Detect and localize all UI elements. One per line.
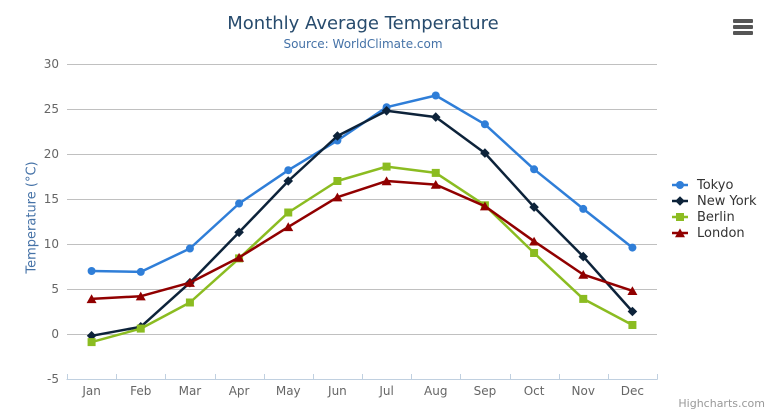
- series-marker-berlin[interactable]: [333, 177, 342, 185]
- y-axis-label: -5: [47, 372, 59, 386]
- series-marker-london[interactable]: [135, 291, 146, 301]
- series-marker-london[interactable]: [430, 180, 441, 189]
- series-marker-berlin[interactable]: [87, 338, 96, 347]
- x-axis-label: Feb: [130, 384, 151, 398]
- series-marker-new-york[interactable]: [627, 306, 638, 317]
- legend-label: Tokyo: [697, 177, 734, 193]
- series-marker-new-york[interactable]: [529, 202, 539, 212]
- chart-title: Monthly Average Temperature: [227, 13, 499, 34]
- legend-label: New York: [697, 193, 757, 209]
- series-marker-tokyo[interactable]: [579, 204, 588, 213]
- series-marker-berlin[interactable]: [579, 294, 588, 303]
- x-axis-label: Apr: [229, 384, 250, 398]
- legend-diamond-icon: [672, 196, 688, 206]
- x-axis-label: Mar: [179, 384, 202, 398]
- legend-triangle-up-icon: [672, 228, 688, 238]
- series-marker-berlin[interactable]: [382, 162, 391, 171]
- series-marker-new-york[interactable]: [480, 148, 490, 158]
- series-marker-london[interactable]: [234, 252, 245, 262]
- y-axis-label: 15: [44, 192, 59, 206]
- x-axis-label: Jul: [378, 384, 393, 398]
- legend-marker-london: [675, 228, 685, 238]
- x-axis-label: Jun: [327, 384, 347, 398]
- y-axis-label: 20: [44, 147, 59, 161]
- series-marker-tokyo[interactable]: [530, 165, 539, 174]
- series-marker-tokyo[interactable]: [431, 91, 440, 100]
- credits-link[interactable]: Highcharts.com: [678, 397, 765, 410]
- hamburger-icon: [733, 19, 753, 23]
- series-marker-tokyo[interactable]: [480, 120, 489, 129]
- x-axis-label: Nov: [572, 384, 595, 398]
- legend-circle-icon: [672, 181, 688, 189]
- legend-square-icon: [672, 213, 688, 221]
- legend-item-new-york[interactable]: New York: [672, 193, 757, 209]
- series-line-berlin: [90, 165, 634, 344]
- series-marker-london[interactable]: [578, 270, 589, 279]
- y-axis-label: 30: [44, 57, 59, 71]
- y-axis-label: 10: [44, 237, 59, 251]
- series-marker-berlin[interactable]: [628, 321, 637, 329]
- legend-marker-new-york: [675, 196, 685, 206]
- series-line-tokyo: [90, 94, 634, 274]
- x-axis-label: Dec: [621, 384, 644, 398]
- series-line-new-york: [90, 109, 634, 338]
- series-marker-tokyo[interactable]: [136, 267, 145, 276]
- export-menu-button[interactable]: [733, 19, 753, 35]
- y-axis-label: 5: [51, 282, 59, 296]
- series-marker-london[interactable]: [479, 201, 490, 211]
- series-marker-london[interactable]: [86, 294, 97, 304]
- series-marker-berlin[interactable]: [136, 324, 145, 333]
- series-marker-tokyo[interactable]: [628, 243, 637, 252]
- chart-subtitle: Source: WorldClimate.com: [283, 37, 443, 51]
- x-axis-label: May: [276, 384, 301, 398]
- x-axis-label: Oct: [524, 384, 545, 398]
- series-marker-tokyo[interactable]: [284, 166, 293, 175]
- series-marker-london[interactable]: [529, 236, 540, 246]
- legend-item-tokyo[interactable]: Tokyo: [672, 177, 757, 193]
- series-marker-london[interactable]: [283, 222, 294, 232]
- series-marker-berlin[interactable]: [530, 249, 539, 257]
- series-marker-new-york[interactable]: [430, 112, 441, 122]
- series-marker-berlin[interactable]: [185, 298, 194, 307]
- series-marker-new-york[interactable]: [578, 251, 589, 262]
- series-marker-berlin[interactable]: [431, 168, 440, 177]
- hamburger-bar: [733, 25, 753, 29]
- legend-item-berlin[interactable]: Berlin: [672, 209, 757, 225]
- series-marker-new-york[interactable]: [332, 131, 343, 141]
- y-axis-label: 25: [44, 102, 59, 116]
- x-axis-label: Sep: [474, 384, 497, 398]
- series-marker-berlin[interactable]: [284, 208, 293, 217]
- legend-label: London: [697, 225, 745, 241]
- legend-label: Berlin: [697, 209, 735, 225]
- legend-marker-berlin: [676, 213, 684, 221]
- series-marker-london[interactable]: [627, 286, 638, 295]
- series-marker-new-york[interactable]: [283, 176, 294, 186]
- series-marker-london[interactable]: [332, 192, 343, 202]
- series-marker-tokyo[interactable]: [185, 244, 194, 253]
- series-marker-tokyo[interactable]: [87, 267, 96, 275]
- hamburger-bar: [733, 31, 753, 35]
- legend-item-london[interactable]: London: [672, 225, 757, 241]
- y-axis-title: Temperature (°C): [24, 161, 40, 274]
- series-marker-new-york[interactable]: [86, 331, 97, 341]
- x-axis-label: Jan: [81, 384, 101, 398]
- series-marker-new-york[interactable]: [381, 106, 392, 116]
- series-marker-london[interactable]: [184, 278, 195, 287]
- x-axis-label: Aug: [424, 384, 447, 398]
- y-axis-label: 0: [51, 327, 59, 341]
- legend: Tokyo New York Berlin London: [672, 177, 757, 241]
- series-marker-new-york[interactable]: [234, 227, 244, 238]
- series-marker-london[interactable]: [381, 176, 392, 186]
- series-line-london: [90, 179, 634, 301]
- legend-marker-tokyo: [676, 181, 684, 189]
- series-marker-tokyo[interactable]: [235, 199, 244, 208]
